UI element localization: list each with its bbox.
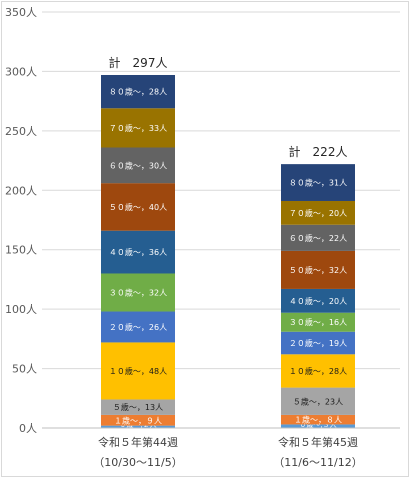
data-label: ２０歳～，19人 bbox=[289, 338, 347, 348]
total-label: 計 222人 bbox=[289, 144, 348, 159]
y-tick-label: 250人 bbox=[5, 125, 37, 138]
bar-segment bbox=[281, 164, 355, 201]
data-label: ０歳～,３人 bbox=[299, 420, 336, 429]
data-label: ３０歳～，16人 bbox=[289, 317, 347, 327]
data-label: ５歳～，13人 bbox=[113, 402, 163, 412]
data-label: ４０歳～，20人 bbox=[289, 296, 347, 306]
data-label: ５０歳～，32人 bbox=[289, 265, 347, 275]
bar-segment bbox=[101, 425, 175, 428]
bar-segment bbox=[101, 342, 175, 400]
total-label: 計 297人 bbox=[109, 55, 168, 70]
data-label: ２０歳～，26人 bbox=[109, 322, 167, 332]
bar-segment bbox=[101, 108, 175, 148]
y-tick-label: 150人 bbox=[5, 244, 37, 257]
data-label: ６０歳～，30人 bbox=[109, 160, 167, 170]
data-label: ７０歳～，20人 bbox=[289, 208, 347, 218]
bar-segment bbox=[101, 183, 175, 231]
bar-segment bbox=[101, 273, 175, 312]
bar-segment bbox=[101, 311, 175, 343]
category-sublabel: （11/6～11/12） bbox=[273, 456, 362, 469]
bar-segment bbox=[281, 200, 355, 225]
data-label: １歳～，８人 bbox=[294, 415, 342, 425]
data-label: ７０歳～，33人 bbox=[109, 123, 167, 133]
bar-segment bbox=[281, 387, 355, 415]
bar-segment bbox=[101, 414, 175, 426]
bar-segment bbox=[281, 424, 355, 428]
y-tick-label: 350人 bbox=[5, 6, 37, 19]
data-label: ４０歳～，36人 bbox=[109, 247, 167, 257]
data-label: ８０歳～，28人 bbox=[109, 87, 167, 97]
data-label: ３０歳～，32人 bbox=[109, 288, 167, 298]
category-label: 令和５年第45週 bbox=[278, 435, 358, 449]
y-tick-label: 200人 bbox=[5, 184, 37, 197]
bar-segment bbox=[101, 74, 175, 109]
data-label: ６０歳～，22人 bbox=[289, 233, 347, 243]
data-label: １０歳～，48人 bbox=[109, 366, 167, 376]
data-label: ５歳～，23人 bbox=[293, 396, 343, 406]
data-label: ５０歳～，40人 bbox=[109, 202, 167, 212]
bar-segment bbox=[101, 399, 175, 415]
y-tick-label: 100人 bbox=[5, 303, 37, 316]
y-tick-label: 0人 bbox=[19, 422, 37, 435]
data-label: １０歳～，28人 bbox=[289, 366, 347, 376]
bar-segment bbox=[101, 230, 175, 274]
bar-segment bbox=[281, 331, 355, 355]
bar-segment bbox=[281, 354, 355, 388]
data-label: １歳～，９人 bbox=[114, 415, 162, 425]
bar-segment bbox=[281, 250, 355, 289]
bar-segment bbox=[281, 414, 355, 425]
bar-segment bbox=[281, 288, 355, 313]
category-label: 令和５年第44週 bbox=[98, 435, 178, 449]
bar-segment bbox=[101, 147, 175, 184]
y-tick-label: 50人 bbox=[12, 363, 37, 376]
category-sublabel: （10/30～11/5） bbox=[93, 456, 182, 469]
bar-segment bbox=[281, 224, 355, 251]
bar-segment bbox=[281, 312, 355, 332]
data-label: ８０歳～，31人 bbox=[289, 178, 347, 188]
y-tick-label: 300人 bbox=[5, 65, 37, 78]
